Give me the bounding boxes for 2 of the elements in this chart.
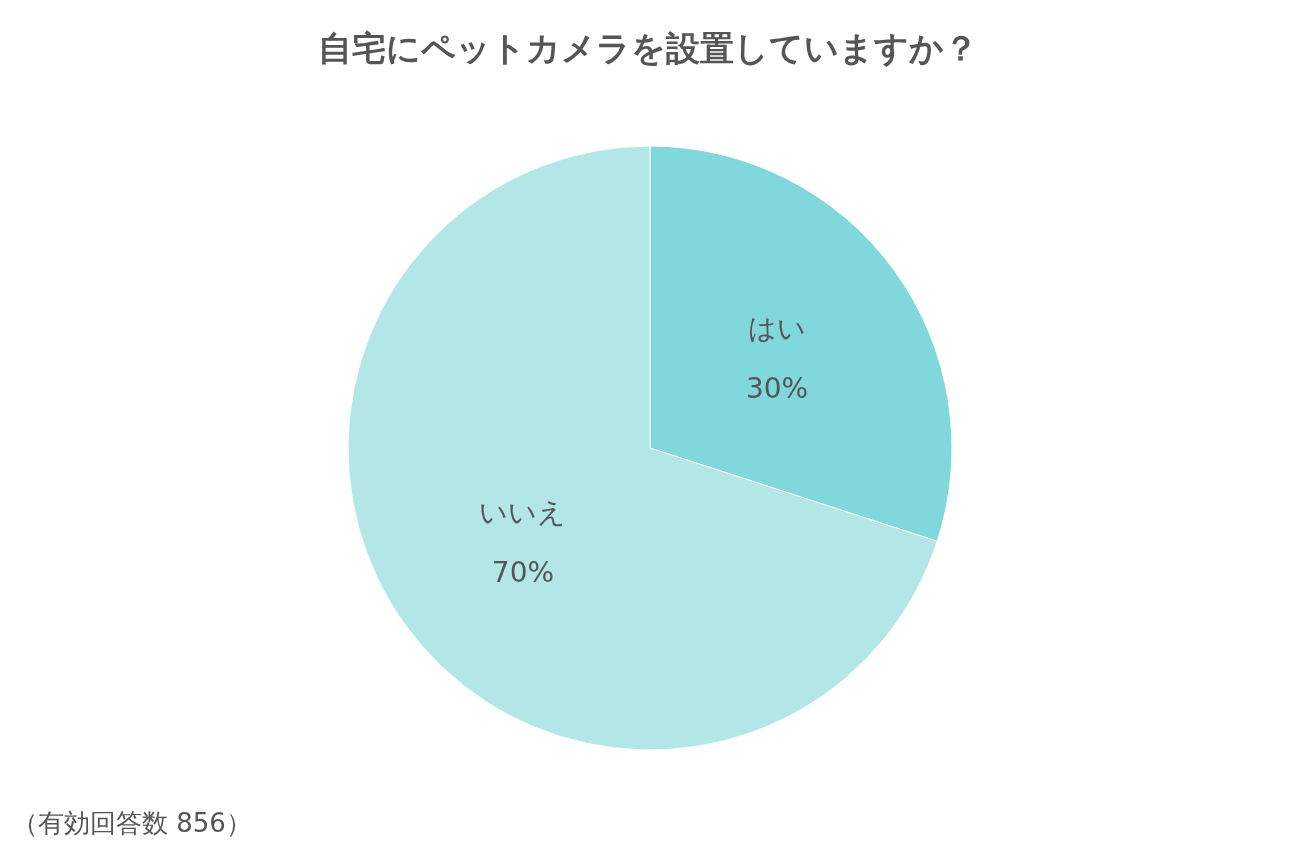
title: 自宅にペットカメラを設置していますか？: [318, 28, 978, 68]
annotation: （有効回答数 856）: [12, 808, 252, 838]
